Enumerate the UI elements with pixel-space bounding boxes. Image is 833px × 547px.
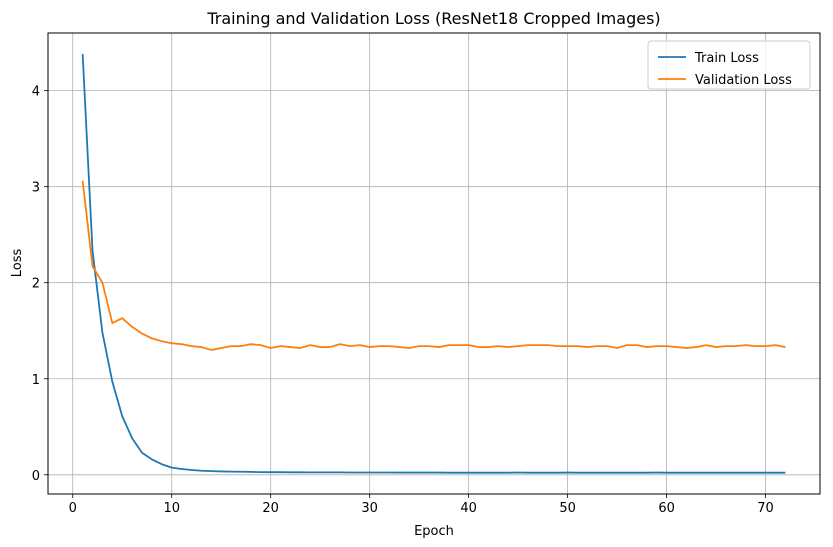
legend-label: Train Loss: [694, 51, 759, 66]
x-tick-label: 50: [559, 501, 576, 516]
legend-box: [647, 40, 811, 90]
y-tick-label: 2: [32, 277, 40, 292]
series-line-0: [81, 54, 786, 474]
x-tick-label: 20: [262, 501, 279, 516]
x-tick-label: 0: [69, 501, 77, 516]
series-line-1: [81, 180, 786, 351]
y-axis-ticks: 0 1 2 3 4: [32, 85, 48, 484]
y-tick-label: 1: [32, 373, 40, 388]
series-layer: [81, 54, 786, 474]
y-tick-label: 4: [32, 85, 40, 100]
grid-lines: [48, 33, 820, 494]
x-tick-label: 40: [460, 501, 477, 516]
legend: Train Loss Validation Loss: [647, 40, 811, 90]
x-axis-title: Epoch: [414, 524, 454, 539]
plot-frame: [47, 32, 821, 495]
x-tick-label: 60: [658, 501, 675, 516]
x-tick-label: 30: [361, 501, 378, 516]
x-tick-label: 10: [163, 501, 180, 516]
chart-title: Training and Validation Loss (ResNet18 C…: [206, 9, 660, 28]
y-tick-label: 3: [32, 181, 40, 196]
x-tick-label: 70: [757, 501, 774, 516]
x-axis-ticks: 0 10 20 30 40 50 60 70: [69, 494, 774, 516]
y-axis-title: Loss: [10, 249, 25, 278]
y-tick-label: 0: [32, 469, 40, 484]
legend-label: Validation Loss: [695, 73, 792, 88]
